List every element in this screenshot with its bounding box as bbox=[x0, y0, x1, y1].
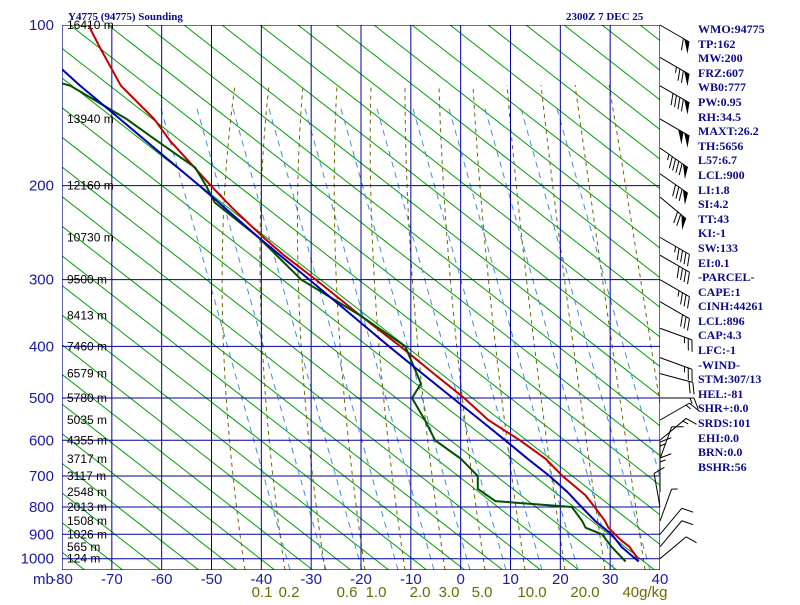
temperature-tick-label: -60 bbox=[151, 571, 173, 588]
index-entry: -PARCEL- bbox=[698, 270, 765, 285]
height-label: 124 m bbox=[67, 552, 100, 566]
temperature-tick-label: -30 bbox=[300, 571, 322, 588]
temperature-tick-label: 20 bbox=[552, 571, 569, 588]
temperature-tick-label: -70 bbox=[101, 571, 123, 588]
height-label: 5780 m bbox=[67, 391, 107, 405]
height-label: 5035 m bbox=[67, 413, 107, 427]
height-label: 3117 m bbox=[67, 469, 106, 483]
index-entry: -WIND- bbox=[698, 358, 765, 373]
mixing-ratio-label: 40g/kg bbox=[622, 584, 667, 600]
index-entry: HEL:-81 bbox=[698, 387, 765, 402]
height-label: 4355 m bbox=[67, 433, 107, 447]
mixing-ratio-label: 10.0 bbox=[517, 584, 546, 600]
index-entry: TP:162 bbox=[698, 37, 765, 52]
index-entry: CAPE:1 bbox=[698, 285, 765, 300]
index-entry: STM:307/13 bbox=[698, 372, 765, 387]
index-entry: WB0:777 bbox=[698, 80, 765, 95]
index-entry: CAP:4.3 bbox=[698, 328, 765, 343]
height-label: 2548 m bbox=[67, 485, 107, 499]
pressure-tick-label: 600 bbox=[29, 432, 54, 449]
index-entry: LCL:896 bbox=[698, 314, 765, 329]
pressure-tick-label: 200 bbox=[29, 178, 54, 195]
pressure-tick-label: 800 bbox=[29, 499, 54, 516]
pressure-tick-label: 1000 bbox=[21, 551, 54, 568]
index-entry: SHR+:0.0 bbox=[698, 401, 765, 416]
height-label: 1508 m bbox=[67, 514, 107, 528]
index-entry: TT:43 bbox=[698, 212, 765, 227]
height-label: 10730 m bbox=[67, 230, 114, 244]
index-entry: RH:34.5 bbox=[698, 110, 765, 125]
pressure-tick-label: 300 bbox=[29, 272, 54, 289]
chart-title: Y4775 (94775) Sounding bbox=[68, 11, 183, 23]
index-entry: MW:200 bbox=[698, 51, 765, 66]
pressure-tick-label: 100 bbox=[29, 17, 54, 34]
index-entry: EHI:0.0 bbox=[698, 431, 765, 446]
mixing-ratio-label: 0.6 bbox=[337, 584, 358, 600]
mixing-ratio-label: 2.0 bbox=[410, 584, 431, 600]
index-entry: BRN:0.0 bbox=[698, 445, 765, 460]
index-entry: FRZ:607 bbox=[698, 66, 765, 81]
height-label: 7460 m bbox=[67, 339, 107, 353]
index-entry: LI:1.8 bbox=[698, 183, 765, 198]
height-label: 2013 m bbox=[67, 500, 107, 514]
height-label: 12160 m bbox=[67, 179, 114, 193]
mixing-ratio-label: 20.0 bbox=[570, 584, 599, 600]
temperature-tick-label: 30 bbox=[602, 571, 619, 588]
index-entry: SRDS:101 bbox=[698, 416, 765, 431]
temperature-tick-label: -50 bbox=[201, 571, 223, 588]
height-label: 9500 m bbox=[67, 273, 107, 287]
index-entry: LFC:-1 bbox=[698, 343, 765, 358]
height-label: 3717 m bbox=[67, 452, 107, 466]
index-entry: MAXT:26.2 bbox=[698, 124, 765, 139]
index-entry: CINH:44261 bbox=[698, 299, 765, 314]
temperature-tick-label: -80 bbox=[51, 571, 73, 588]
sounding-time: 2300Z 7 DEC 25 bbox=[566, 11, 644, 23]
index-entry: TH:5656 bbox=[698, 139, 765, 154]
height-label: 6579 m bbox=[67, 367, 107, 381]
height-label: 13940 m bbox=[67, 112, 114, 126]
mixing-ratio-label: 0.2 bbox=[279, 584, 300, 600]
pressure-tick-label: 900 bbox=[29, 526, 54, 543]
pressure-tick-label: 400 bbox=[29, 338, 54, 355]
temperature-tick-label: 10 bbox=[502, 571, 519, 588]
index-entry: WMO:94775 bbox=[698, 22, 765, 37]
index-entry: KI:-1 bbox=[698, 226, 765, 241]
mixing-ratio-label: 0.1 bbox=[252, 584, 273, 600]
index-entry: BSHR:56 bbox=[698, 460, 765, 475]
mixing-ratio-label: 5.0 bbox=[472, 584, 493, 600]
index-entry: LCL:900 bbox=[698, 168, 765, 183]
index-entry: SW:133 bbox=[698, 241, 765, 256]
mixing-ratio-label: 1.0 bbox=[366, 584, 387, 600]
index-entry: EI:0.1 bbox=[698, 256, 765, 271]
index-entry: L57:6.7 bbox=[698, 153, 765, 168]
mixing-ratio-label: 3.0 bbox=[439, 584, 460, 600]
pressure-tick-label: 500 bbox=[29, 390, 54, 407]
height-label: 8413 m bbox=[67, 308, 107, 322]
index-entry: PW:0.95 bbox=[698, 95, 765, 110]
pressure-tick-label: 700 bbox=[29, 468, 54, 485]
index-entry: SI:4.2 bbox=[698, 197, 765, 212]
